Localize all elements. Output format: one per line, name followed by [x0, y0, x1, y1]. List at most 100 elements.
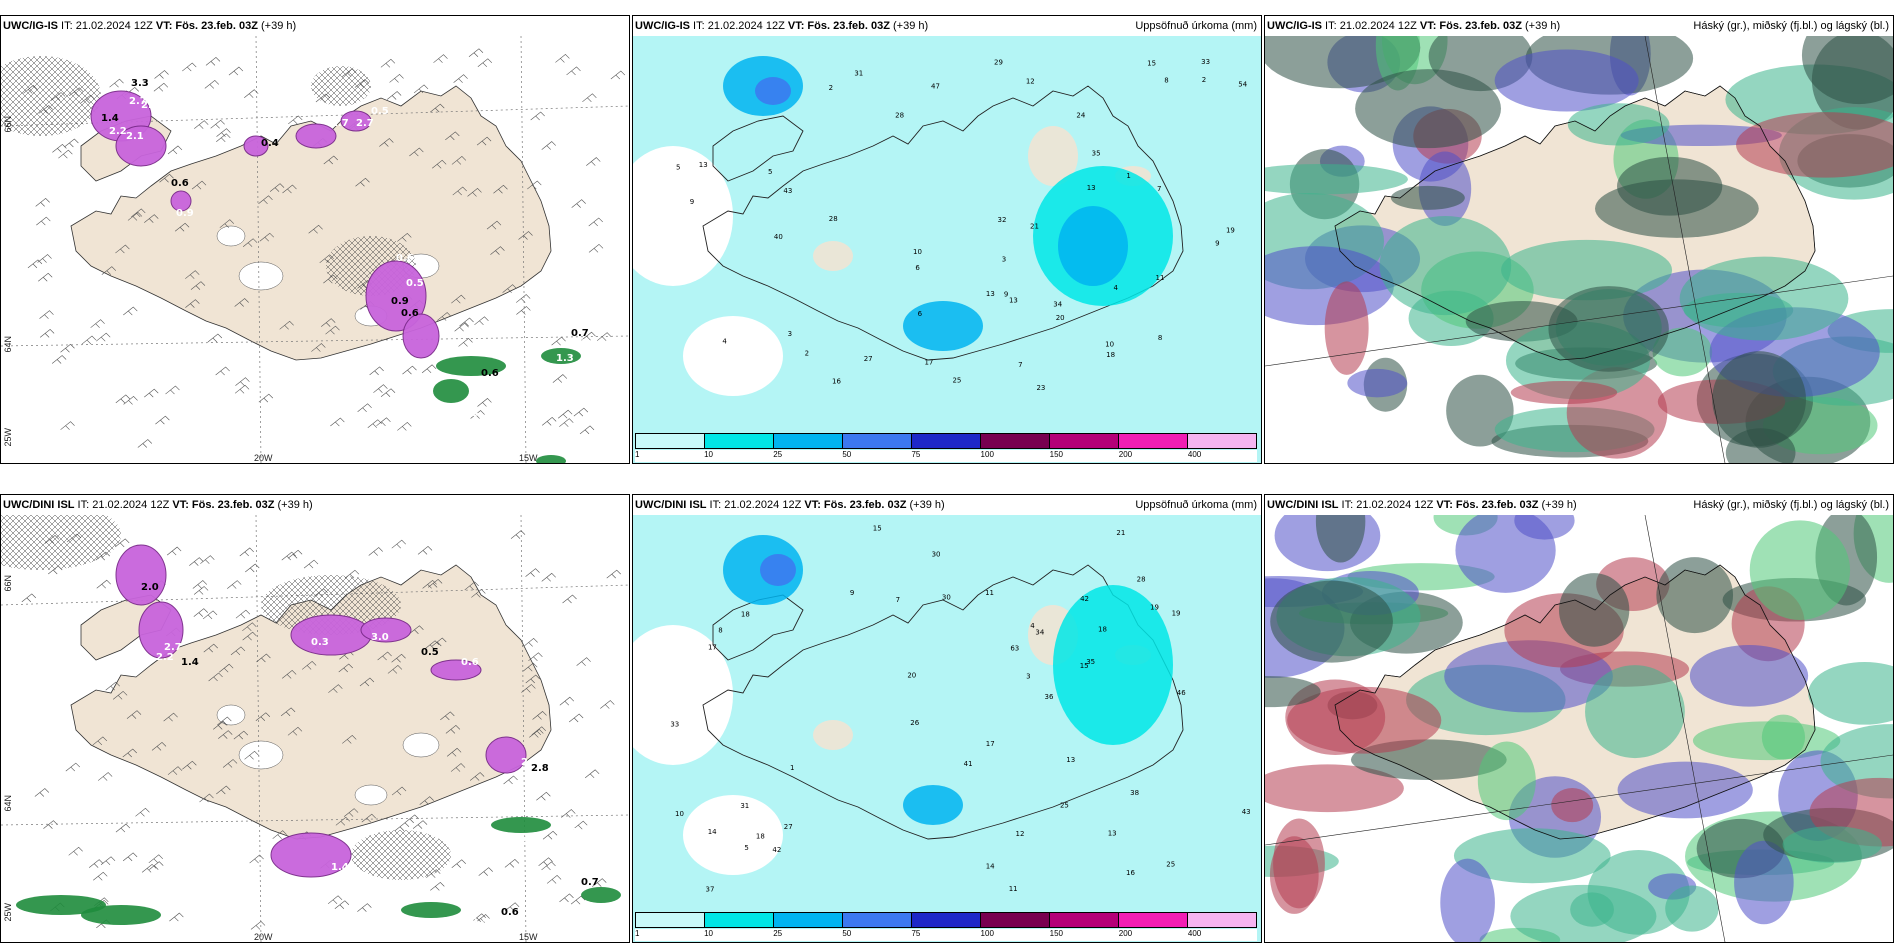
snow-value-label: 0.5 — [601, 917, 619, 928]
wind-barb — [323, 274, 338, 284]
cloud-area — [1551, 788, 1594, 823]
colorbar-segment — [1188, 913, 1256, 927]
hatched-area — [1, 56, 101, 136]
wind-barb — [218, 663, 234, 673]
wind-barb — [323, 155, 338, 165]
wind-barb — [269, 183, 285, 192]
precip-value-label: 35 — [1092, 149, 1101, 157]
wind-barb — [245, 563, 260, 573]
wind-barb — [216, 128, 231, 137]
wind-barb — [153, 82, 169, 92]
precip-value-label: 27 — [784, 823, 793, 831]
panel-header: UWC/DINI ISL IT: 21.02.2024 12Z VT: Fös.… — [633, 495, 1261, 515]
colorbar-tick-label: 1 — [635, 450, 640, 459]
wind-barb — [523, 638, 538, 647]
colorbar-segment — [636, 434, 705, 448]
cloud-area — [1265, 676, 1321, 708]
snow-area — [360, 617, 412, 643]
lon-label-15w: 15W — [519, 932, 538, 942]
snow-value-label: 0.8 — [521, 833, 539, 844]
wind-barb — [561, 809, 576, 818]
wind-barb — [235, 609, 251, 619]
precip-value-label: 13 — [1108, 830, 1117, 838]
lon-label-15w: 15W — [519, 453, 538, 463]
wind-barb — [588, 243, 604, 253]
rain-area — [436, 356, 506, 376]
colorbar-segment — [981, 913, 1050, 927]
snow-value-label: 2.3 — [461, 408, 479, 419]
wind-barb — [451, 156, 467, 165]
iceland-coastline — [1334, 85, 1816, 361]
wind-barb — [151, 741, 167, 751]
precip-value-label: 13 — [1087, 184, 1096, 192]
wind-barb — [342, 735, 357, 744]
wind-barb — [69, 87, 84, 97]
wind-barb — [338, 663, 353, 673]
wind-barb — [137, 439, 153, 448]
westfjords-coastline — [712, 594, 804, 661]
wind-barb — [281, 551, 296, 561]
wind-barb — [244, 750, 259, 760]
snow-value-label: 0.5 — [111, 937, 129, 942]
snow-value-label: 0.5 — [421, 647, 439, 658]
wind-barb — [373, 384, 388, 393]
wind-barb — [52, 143, 67, 153]
wind-barb — [541, 141, 556, 150]
rain-area — [401, 902, 461, 918]
heavy-precip-area — [755, 77, 791, 105]
wind-barb — [445, 131, 460, 141]
panel-title: Háský (gr.), miðský (fj.bl.) og lágský (… — [1693, 20, 1889, 32]
colorbar-segment — [1050, 913, 1119, 927]
wind-barb — [380, 388, 396, 397]
wind-barb — [528, 652, 543, 662]
wind-barb — [571, 199, 586, 208]
colorbar-tick-label: 400 — [1187, 450, 1202, 459]
wind-barb — [311, 343, 326, 352]
wind-barb — [531, 726, 547, 736]
cloud-area — [1567, 103, 1670, 146]
wind-barb — [445, 724, 461, 734]
colorbar-segment — [705, 434, 774, 448]
snow-area — [270, 832, 352, 878]
precip-value-label: 27 — [864, 355, 873, 363]
wind-barb — [541, 861, 556, 871]
colorbar-tick-label: 50 — [842, 450, 852, 459]
glacier-patch — [238, 740, 284, 770]
snow-area — [115, 544, 167, 606]
hatched-area — [1, 515, 121, 570]
wind-barb — [50, 92, 66, 101]
wind-barb — [215, 366, 230, 376]
precip-value-label: 26 — [910, 719, 919, 727]
wind-barb — [377, 651, 392, 661]
wind-barb — [471, 589, 486, 598]
wind-barb — [313, 588, 328, 598]
wind-barb — [525, 568, 540, 577]
wind-barb — [319, 254, 334, 264]
wind-barb — [122, 852, 138, 862]
lon-label-25w: 25W — [3, 903, 13, 922]
wind-barb — [148, 854, 164, 864]
snow-value-label: 0.6 — [461, 657, 479, 668]
wind-barb — [35, 197, 50, 207]
precip-value-label: 10 — [1105, 341, 1114, 349]
colorbar-segment — [843, 913, 912, 927]
graticule-line — [1644, 515, 1726, 942]
wind-barb — [96, 332, 111, 342]
wind-barb — [144, 388, 159, 398]
wind-barb — [454, 322, 469, 332]
wind-barb — [325, 325, 340, 335]
wind-barb — [380, 58, 396, 68]
panel-title: Háský (gr.), miðský (fj.bl.) og lágský (… — [1693, 499, 1889, 511]
wind-barb — [451, 859, 466, 868]
wind-barb — [155, 415, 170, 425]
panel-header: UWC/IG-IS IT: 21.02.2024 12Z VT: Fös. 23… — [1265, 16, 1893, 36]
colorbar-tick-label: 10 — [704, 929, 714, 938]
precip-value-label: 43 — [783, 187, 792, 195]
wind-barb — [112, 690, 128, 700]
dry-area — [683, 795, 783, 875]
heavy-precip-area — [1053, 585, 1173, 745]
wind-barb — [397, 422, 412, 431]
cloud-area — [1585, 665, 1685, 759]
wind-barb — [532, 711, 547, 720]
wind-barb — [510, 530, 526, 539]
